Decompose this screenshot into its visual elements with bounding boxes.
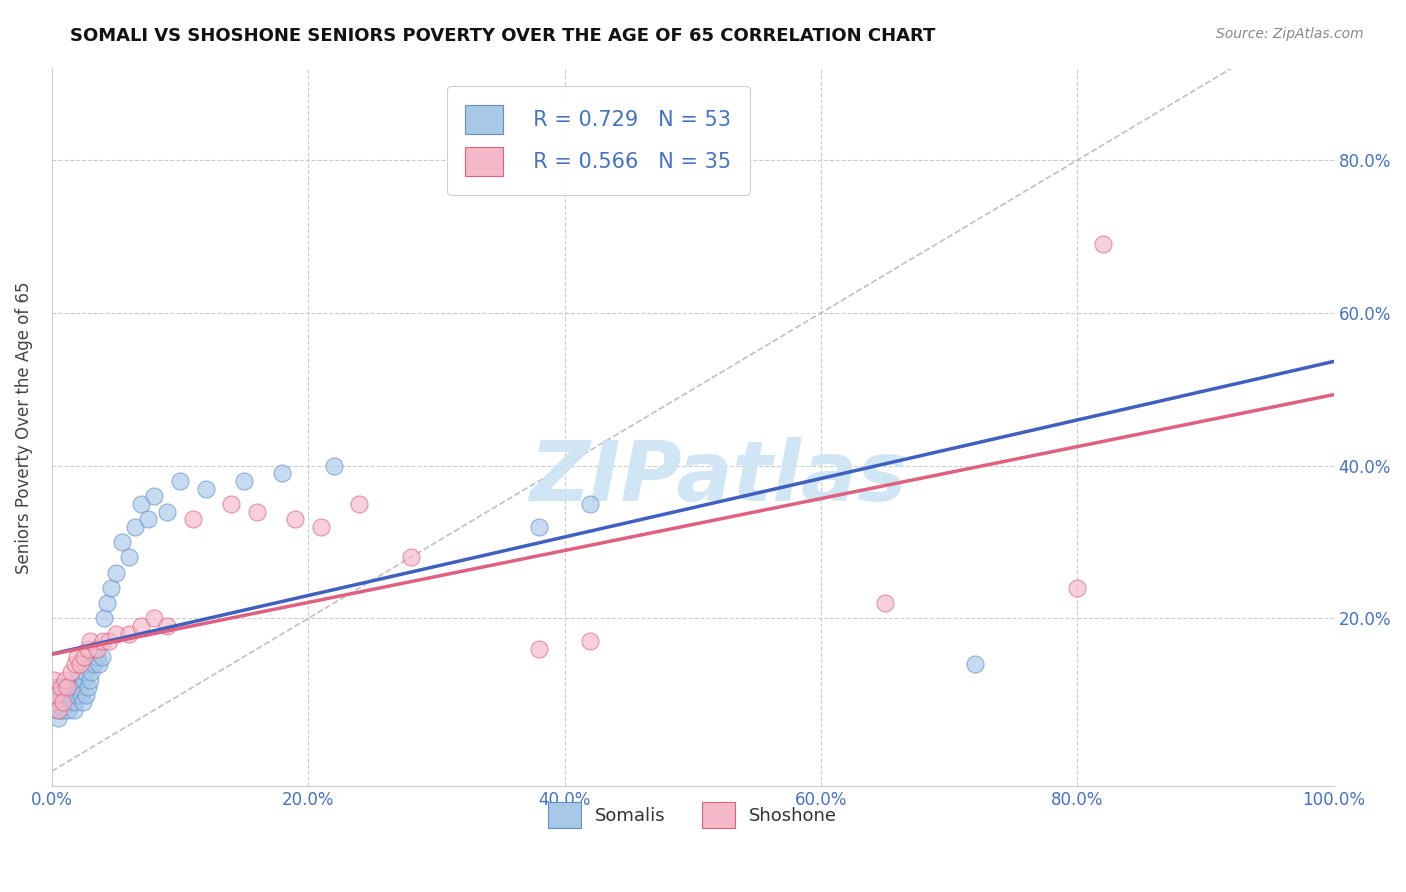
Point bbox=[76, 680, 98, 694]
Point bbox=[79, 634, 101, 648]
Point bbox=[73, 673, 96, 687]
Point bbox=[69, 657, 91, 672]
Point bbox=[1091, 237, 1114, 252]
Point bbox=[53, 696, 76, 710]
Point bbox=[65, 688, 87, 702]
Point bbox=[93, 611, 115, 625]
Point bbox=[104, 626, 127, 640]
Point bbox=[399, 550, 422, 565]
Point bbox=[527, 520, 550, 534]
Text: ZIPatlas: ZIPatlas bbox=[530, 437, 907, 518]
Point bbox=[58, 703, 80, 717]
Point bbox=[49, 696, 72, 710]
Point bbox=[111, 535, 134, 549]
Point bbox=[79, 673, 101, 687]
Point bbox=[579, 497, 602, 511]
Point bbox=[98, 634, 121, 648]
Point bbox=[75, 665, 97, 679]
Point bbox=[48, 703, 70, 717]
Point bbox=[156, 504, 179, 518]
Point bbox=[42, 696, 65, 710]
Point bbox=[59, 665, 82, 679]
Point bbox=[91, 634, 114, 648]
Point bbox=[55, 688, 77, 702]
Point bbox=[45, 688, 67, 702]
Point bbox=[56, 680, 79, 694]
Text: SOMALI VS SHOSHONE SENIORS POVERTY OVER THE AGE OF 65 CORRELATION CHART: SOMALI VS SHOSHONE SENIORS POVERTY OVER … bbox=[70, 27, 935, 45]
Point bbox=[169, 474, 191, 488]
Point bbox=[63, 657, 86, 672]
Point bbox=[52, 696, 75, 710]
Point bbox=[59, 696, 82, 710]
Point bbox=[100, 581, 122, 595]
Point bbox=[873, 596, 896, 610]
Point bbox=[45, 688, 67, 702]
Point bbox=[69, 680, 91, 694]
Point bbox=[131, 497, 153, 511]
Point bbox=[284, 512, 307, 526]
Point bbox=[1066, 581, 1088, 595]
Point bbox=[143, 489, 166, 503]
Point bbox=[86, 649, 108, 664]
Point bbox=[76, 642, 98, 657]
Point bbox=[143, 611, 166, 625]
Point bbox=[579, 634, 602, 648]
Text: Source: ZipAtlas.com: Source: ZipAtlas.com bbox=[1216, 27, 1364, 41]
Point bbox=[59, 688, 82, 702]
Point bbox=[104, 566, 127, 580]
Point bbox=[194, 482, 217, 496]
Point bbox=[124, 520, 146, 534]
Point bbox=[66, 680, 89, 694]
Point bbox=[131, 619, 153, 633]
Point bbox=[60, 680, 83, 694]
Point bbox=[67, 673, 90, 687]
Point bbox=[56, 680, 79, 694]
Point bbox=[181, 512, 204, 526]
Legend: Somalis, Shoshone: Somalis, Shoshone bbox=[541, 795, 844, 835]
Point bbox=[156, 619, 179, 633]
Point bbox=[75, 688, 97, 702]
Point bbox=[45, 680, 67, 694]
Point bbox=[527, 642, 550, 657]
Point bbox=[96, 596, 118, 610]
Point bbox=[73, 649, 96, 664]
Point bbox=[62, 703, 84, 717]
Point bbox=[118, 550, 141, 565]
Point bbox=[309, 520, 332, 534]
Point bbox=[53, 673, 76, 687]
Point bbox=[44, 673, 66, 687]
Point bbox=[89, 657, 111, 672]
Point bbox=[72, 696, 94, 710]
Point bbox=[349, 497, 371, 511]
Point bbox=[44, 696, 66, 710]
Point bbox=[90, 649, 112, 664]
Point bbox=[42, 703, 65, 717]
Point bbox=[46, 703, 69, 717]
Point bbox=[52, 703, 75, 717]
Point bbox=[271, 467, 294, 481]
Point bbox=[80, 665, 103, 679]
Point bbox=[963, 657, 986, 672]
Point bbox=[66, 649, 89, 664]
Point bbox=[49, 680, 72, 694]
Point bbox=[233, 474, 256, 488]
Point bbox=[118, 626, 141, 640]
Y-axis label: Seniors Poverty Over the Age of 65: Seniors Poverty Over the Age of 65 bbox=[15, 281, 32, 574]
Point bbox=[246, 504, 269, 518]
Point bbox=[83, 657, 105, 672]
Point bbox=[322, 458, 344, 473]
Point bbox=[136, 512, 159, 526]
Point bbox=[63, 696, 86, 710]
Point bbox=[46, 711, 69, 725]
Point bbox=[86, 642, 108, 657]
Point bbox=[70, 688, 93, 702]
Point bbox=[219, 497, 242, 511]
Point bbox=[51, 688, 73, 702]
